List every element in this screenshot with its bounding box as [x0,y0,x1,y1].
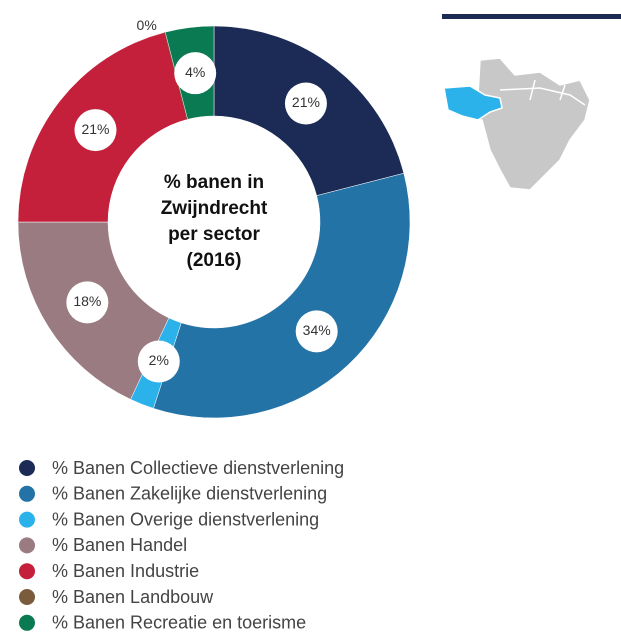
legend-label: % Banen Overige dienstverlening [52,509,319,529]
value-label: 0% [137,17,157,33]
legend-swatch [19,511,35,528]
legend-label: % Banen Industrie [52,561,199,581]
legend-label: % Banen Recreatie en toerisme [52,613,306,633]
value-label-bubble [74,109,117,152]
legend-swatch [19,485,35,502]
value-label: 21% [81,121,109,137]
legend-swatch [19,614,35,631]
map-highlight [443,85,503,121]
legend: % Banen Collectieve dienstverlening % Ban… [19,458,344,633]
value-label-bubble [295,310,338,353]
value-label-bubble [284,82,327,125]
legend-label: % Banen Zakelijke dienstverlening [52,484,327,504]
donut: 21% 34% 2% 18% 21% 0% 4% % banen in Zwijndrecht p… [17,17,411,419]
legend-label: % Banen Landbouw [52,587,214,607]
legend-swatch [19,537,35,554]
center-title: % banen in [164,172,264,193]
map-header-bar [442,14,621,19]
value-label: 4% [185,64,205,80]
legend-swatch [19,589,35,605]
legend-swatch [19,460,35,476]
value-label: 18% [73,293,101,309]
legend-label: % Banen Handel [52,535,187,555]
donut-segment [153,172,411,419]
map-region [469,57,591,191]
center-title: (2016) [187,250,242,271]
value-label-bubble [137,340,180,383]
legend-swatch [19,563,35,580]
map [442,14,621,191]
value-label: 21% [292,94,320,110]
map-borders [499,79,586,106]
legend-label: % Banen Collectieve dienstverlening [52,458,344,478]
value-label: 2% [149,352,169,368]
center-title: per sector [168,224,260,245]
value-label: 34% [303,322,331,338]
value-label-bubble [66,281,109,324]
center-title: Zwijndrecht [161,198,268,219]
value-label-bubble [174,52,217,95]
